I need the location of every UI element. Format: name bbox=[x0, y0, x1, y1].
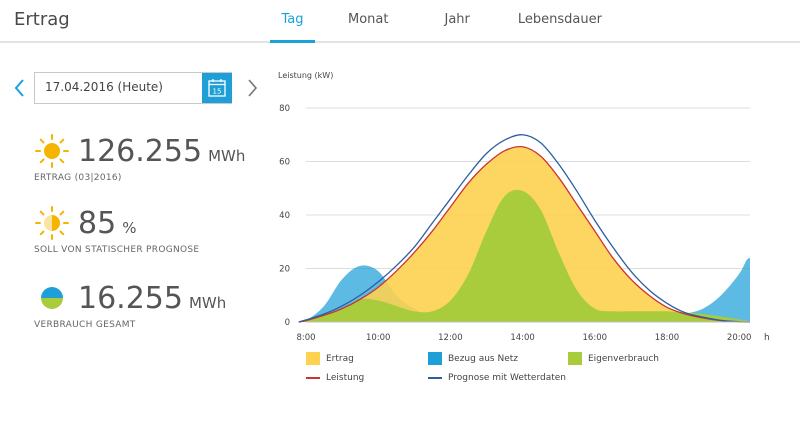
kpi-verbrauch-label: VERBRAUCH GESAMT bbox=[34, 320, 136, 330]
page-title: Ertrag bbox=[14, 9, 70, 30]
kpi-prognose-unit: % bbox=[122, 219, 137, 237]
chart-legend: Ertrag Bezug aus Netz Eigenverbrauch Lei… bbox=[306, 352, 776, 392]
chart-areas bbox=[298, 146, 750, 322]
kpi-ertrag-unit: MWh bbox=[208, 147, 246, 165]
y-tick-label: 60 bbox=[279, 158, 290, 168]
calendar-button[interactable]: 15 bbox=[202, 73, 232, 103]
kpi-verbrauch: 16.255 MWh VERBRAUCH GESAMT bbox=[34, 278, 227, 331]
consumption-icon bbox=[41, 287, 63, 309]
leistung-chart: 0 20 40 60 80 8:00 10:00 12:00 14:00 16:00 18:00 20… bbox=[278, 71, 770, 343]
legend-swatch bbox=[568, 352, 582, 365]
legend-label: Prognose mit Wetterdaten bbox=[448, 373, 566, 383]
chevron-left-icon[interactable] bbox=[12, 78, 28, 98]
tab-monat[interactable]: Monat bbox=[348, 12, 389, 27]
y-tick-label: 0 bbox=[285, 318, 290, 328]
legend-label: Eigenverbrauch bbox=[588, 353, 659, 364]
tab-lebensdauer[interactable]: Lebensdauer bbox=[517, 12, 602, 27]
series-area-eigenverbrauch bbox=[298, 189, 750, 322]
kpi-prognose-label: SOLL VON STATISCHER PROGNOSE bbox=[34, 245, 200, 255]
y-tick-label: 80 bbox=[279, 104, 290, 114]
legend-item-eigenverbrauch: Eigenverbrauch bbox=[568, 352, 659, 365]
x-tick-label: 16:00 bbox=[583, 333, 608, 343]
date-navigation: 17.04.2016 (Heute) 15 bbox=[8, 72, 258, 104]
series-line-leistung bbox=[298, 145, 750, 323]
x-axis-unit: h bbox=[764, 333, 770, 343]
x-tick-label: 14:00 bbox=[510, 333, 534, 343]
sun-icon bbox=[35, 134, 69, 168]
legend-label: Bezug aus Netz bbox=[448, 353, 519, 364]
tab-bar: Tag Monat Jahr Lebensdauer bbox=[270, 0, 615, 43]
legend-swatch bbox=[428, 352, 442, 365]
x-tick-label: 10:00 bbox=[366, 333, 391, 343]
calendar-day: 15 bbox=[213, 88, 222, 96]
kpi-prognose-value: 85 bbox=[78, 205, 117, 241]
y-tick-label: 40 bbox=[279, 211, 290, 221]
tab-jahr[interactable]: Jahr bbox=[444, 12, 470, 27]
x-tick-label: 8:00 bbox=[296, 333, 315, 343]
legend-item-prognose: Prognose mit Wetterdaten bbox=[428, 373, 566, 383]
legend-line bbox=[428, 377, 442, 379]
legend-swatch bbox=[306, 352, 320, 365]
legend-item-ertrag: Ertrag bbox=[306, 352, 354, 365]
partial-sun-icon bbox=[35, 206, 69, 240]
date-field-value: 17.04.2016 (Heute) bbox=[45, 80, 163, 94]
kpi-verbrauch-value: 16.255 bbox=[78, 280, 183, 316]
tab-tag[interactable]: Tag bbox=[270, 0, 315, 43]
header-bar: Ertrag Tag Monat Jahr Lebensdauer bbox=[0, 0, 800, 43]
legend-label: Leistung bbox=[326, 373, 365, 383]
kpi-ertrag-label: ERTRAG (03|2016) bbox=[34, 173, 122, 183]
chart-lines bbox=[298, 134, 750, 323]
date-field[interactable]: 17.04.2016 (Heute) 15 bbox=[34, 72, 232, 104]
chevron-right-icon[interactable] bbox=[244, 78, 260, 98]
chart-axes: 0 20 40 60 80 8:00 10:00 12:00 14:00 16:00 18:00 20… bbox=[279, 104, 751, 343]
legend-line bbox=[306, 377, 320, 379]
legend-item-bezug: Bezug aus Netz bbox=[428, 352, 518, 365]
x-tick-label: 12:00 bbox=[438, 333, 463, 343]
kpi-verbrauch-unit: MWh bbox=[188, 294, 227, 312]
y-axis-label: Leistung (kW) bbox=[278, 71, 333, 80]
legend-label: Ertrag bbox=[326, 353, 354, 364]
x-tick-label: 20:00 bbox=[727, 333, 752, 343]
calendar-icon: 15 bbox=[208, 79, 226, 97]
kpi-ertrag: 126.255 MWh ERTRAG (03|2016) bbox=[34, 131, 246, 184]
legend-item-leistung: Leistung bbox=[306, 373, 364, 383]
kpi-ertrag-value: 126.255 bbox=[78, 133, 203, 169]
kpi-prognose: 85 % SOLL VON STATISCHER PROGNOSE bbox=[34, 203, 200, 256]
series-line-prognose-mit-wetterdaten bbox=[298, 134, 750, 323]
y-tick-label: 20 bbox=[279, 265, 290, 275]
x-tick-label: 18:00 bbox=[655, 333, 680, 343]
